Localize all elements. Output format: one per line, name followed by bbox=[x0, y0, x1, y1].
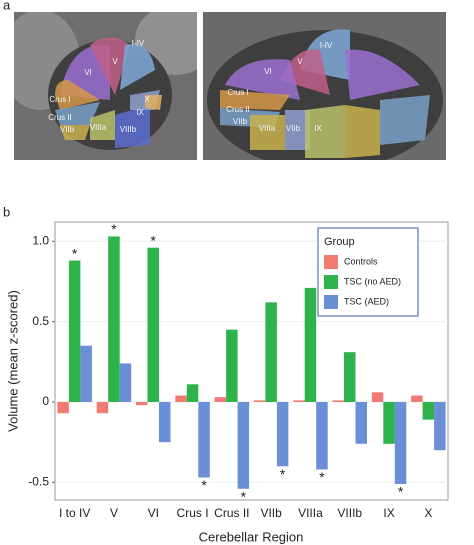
y-tick-label: 0.5 bbox=[32, 314, 49, 328]
x-tick-label: V bbox=[110, 506, 118, 520]
x-tick-label: I to IV bbox=[59, 506, 90, 520]
bar bbox=[136, 401, 148, 406]
significance-marker: * bbox=[72, 245, 78, 261]
bar bbox=[198, 401, 210, 478]
bar bbox=[394, 401, 407, 484]
significance-marker: * bbox=[280, 466, 286, 482]
region-label: VIIb bbox=[233, 117, 248, 126]
legend-swatch bbox=[324, 295, 338, 309]
bar bbox=[422, 401, 435, 420]
bar bbox=[147, 247, 159, 402]
region-label: I-IV bbox=[132, 39, 145, 48]
y-axis-title: Volume (mean z-scored) bbox=[5, 290, 20, 432]
region-label: VI bbox=[264, 67, 272, 76]
region-label: VIIIb bbox=[120, 125, 137, 134]
bar bbox=[316, 401, 328, 470]
x-tick-label: X bbox=[424, 506, 432, 520]
region-label: I-IV bbox=[320, 41, 333, 50]
bar bbox=[108, 236, 120, 402]
region-label: Crus II bbox=[48, 113, 72, 122]
bar bbox=[80, 345, 92, 402]
bar bbox=[371, 392, 384, 402]
legend-label: TSC (no AED) bbox=[344, 276, 401, 286]
bar bbox=[293, 400, 305, 402]
bar bbox=[355, 401, 367, 444]
panel-label: a bbox=[3, 0, 11, 12]
region-label: VIIIa bbox=[90, 123, 107, 132]
bar bbox=[411, 395, 423, 402]
plot-frame bbox=[54, 221, 449, 501]
region-label: V bbox=[297, 57, 303, 66]
bar bbox=[214, 397, 227, 402]
y-tick-label: -0.5 bbox=[28, 474, 49, 488]
bar bbox=[434, 401, 446, 451]
bar bbox=[226, 329, 238, 402]
region-label: VI bbox=[84, 68, 92, 77]
region-label: Crus I bbox=[49, 95, 70, 104]
x-tick-label: IX bbox=[383, 506, 394, 520]
x-tick-label: Crus II bbox=[214, 506, 249, 520]
x-tick-label: VI bbox=[148, 506, 159, 520]
region-label: V bbox=[112, 57, 118, 66]
legend-swatch bbox=[324, 255, 338, 269]
region-label: VIIb bbox=[286, 124, 301, 133]
bar bbox=[265, 302, 277, 402]
bar bbox=[253, 400, 266, 402]
x-axis-title: Cerebellar Region bbox=[199, 529, 304, 544]
significance-marker: * bbox=[151, 232, 157, 248]
x-tick-label: VIIb bbox=[260, 506, 282, 520]
panel-label: b bbox=[3, 204, 10, 219]
x-tick-label: Crus I bbox=[177, 506, 209, 520]
y-tick-label: 1.0 bbox=[32, 233, 49, 247]
region-label: IX bbox=[136, 108, 144, 117]
region-label: X bbox=[144, 95, 150, 104]
region-label: Crus II bbox=[226, 105, 250, 114]
mri-image bbox=[203, 12, 446, 160]
legend-label: TSC (AED) bbox=[344, 296, 389, 306]
bar bbox=[276, 401, 289, 467]
region-label: Crus I bbox=[227, 88, 248, 97]
region-label: VIIb bbox=[60, 125, 75, 134]
significance-marker: * bbox=[398, 484, 404, 500]
legend-title: Group bbox=[324, 236, 355, 248]
bar bbox=[159, 401, 171, 443]
bar bbox=[304, 287, 317, 402]
bar bbox=[186, 384, 199, 402]
bar bbox=[119, 363, 132, 402]
significance-marker: * bbox=[111, 221, 117, 237]
significance-marker: * bbox=[319, 469, 325, 485]
bar bbox=[332, 400, 344, 402]
bar bbox=[237, 401, 250, 489]
legend-swatch bbox=[324, 275, 338, 289]
mri-image bbox=[14, 12, 197, 160]
region-label: VIIIa bbox=[259, 124, 276, 133]
x-tick-label: VIIIa bbox=[298, 506, 323, 520]
bar bbox=[57, 401, 69, 414]
significance-marker: * bbox=[241, 488, 247, 504]
bar bbox=[68, 260, 81, 402]
x-tick-label: VIIIb bbox=[337, 506, 362, 520]
region-label: IX bbox=[314, 124, 322, 133]
bar bbox=[383, 401, 395, 444]
significance-marker: * bbox=[201, 477, 207, 493]
y-tick-label: 0 bbox=[42, 394, 49, 408]
bar bbox=[175, 395, 187, 402]
bar bbox=[344, 352, 356, 402]
legend-label: Controls bbox=[344, 256, 378, 266]
bar bbox=[96, 401, 109, 414]
